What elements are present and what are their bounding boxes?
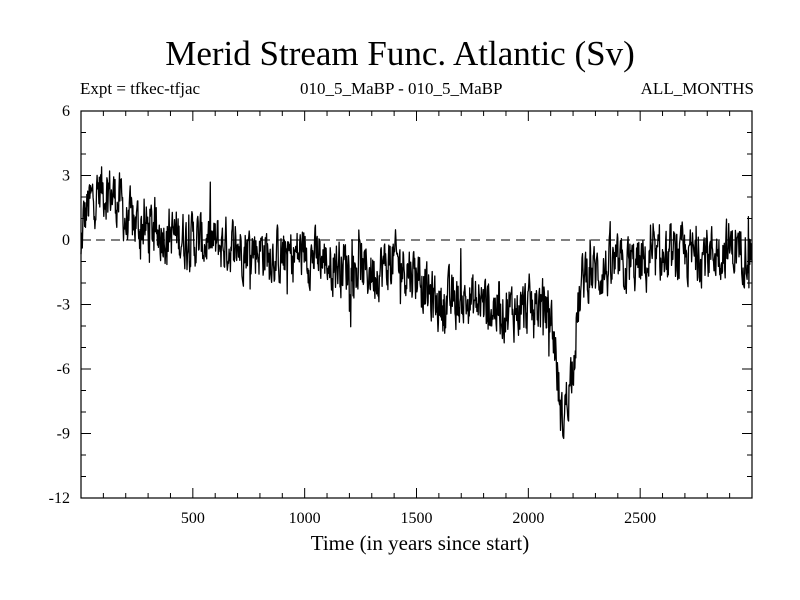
experiment-label: Expt = tfkec-tfjac <box>80 79 201 98</box>
x-tick-label: 2500 <box>624 510 656 527</box>
x-tick-label: 1500 <box>401 510 433 527</box>
y-tick-label: 6 <box>62 103 70 120</box>
plot-frame <box>80 110 753 499</box>
x-tick-label: 500 <box>181 510 205 527</box>
chart-title: Merid Stream Func. Atlantic (Sv) <box>165 34 635 73</box>
x-tick-label: 2000 <box>512 510 544 527</box>
months-label: ALL_MONTHS <box>640 79 754 98</box>
x-axis-label: Time (in years since start) <box>310 531 530 555</box>
y-tick-label: 0 <box>62 232 70 249</box>
series-line <box>80 166 753 440</box>
y-tick-label: 3 <box>62 168 70 185</box>
x-tick-label: 1000 <box>289 510 321 527</box>
y-tick-label: -6 <box>57 361 70 378</box>
period-label: 010_5_MaBP - 010_5_MaBP <box>300 79 503 98</box>
y-tick-label: -3 <box>57 297 70 314</box>
y-tick-label: -12 <box>49 490 70 507</box>
y-tick-label: -9 <box>57 426 70 443</box>
